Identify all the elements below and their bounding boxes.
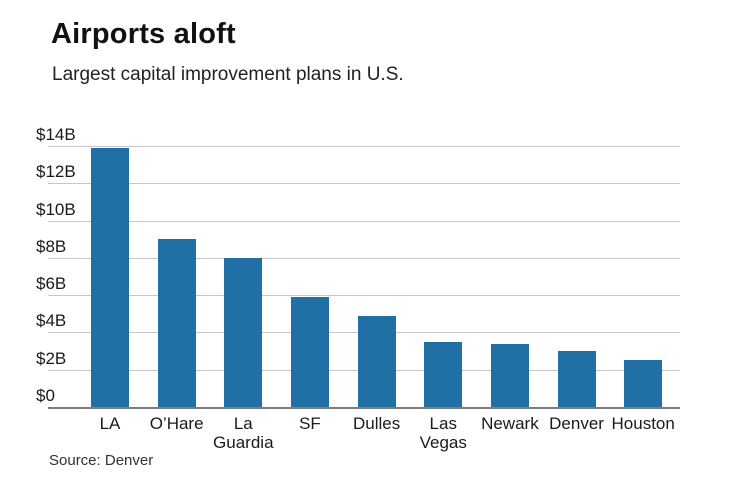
x-axis-tick-label: LA [99, 414, 121, 433]
x-axis-tick-label: La Guardia [213, 414, 274, 452]
y-axis-tick-label: $2B [36, 348, 67, 368]
x-axis-tick-label: Dulles [352, 414, 401, 433]
bar-la-guardia [224, 257, 263, 407]
gridline [48, 146, 680, 147]
y-axis-tick-label: $12B [36, 162, 76, 182]
chart-subtitle: Largest capital improvement plans in U.S… [52, 64, 404, 85]
bar-dulles [357, 315, 396, 407]
bar-las-vegas [424, 341, 463, 407]
x-axis-line [48, 407, 680, 409]
source-note: Source: Denver [49, 452, 154, 469]
gridline [48, 295, 680, 297]
gridline [48, 183, 680, 185]
x-axis-tick-label: Las Vegas [419, 414, 467, 452]
y-axis-tick-label: $10B [36, 199, 76, 219]
bar-la [91, 147, 129, 407]
chart-title: Airports aloft [51, 18, 236, 50]
bar-newark [490, 343, 529, 407]
y-axis-tick-label: $0 [36, 386, 55, 405]
gridline [48, 257, 680, 259]
y-axis-tick-label: $6B [36, 274, 67, 294]
x-axis-tick-label: O’Hare [149, 414, 204, 433]
y-axis-tick-label: $4B [36, 311, 67, 331]
gridline [48, 220, 680, 222]
bar-houston [624, 360, 663, 407]
bar-sf [290, 297, 329, 407]
bar-o-hare [157, 239, 196, 407]
x-axis-tick-label: Houston [611, 414, 675, 433]
x-axis-tick-label: SF [299, 414, 321, 433]
bar-denver [557, 351, 596, 407]
x-axis-tick-label: Denver [549, 414, 604, 433]
y-axis-tick-label: $8B [36, 236, 67, 256]
x-axis-tick-label: Newark [481, 414, 539, 433]
y-axis-tick-label: $14B [36, 125, 76, 144]
